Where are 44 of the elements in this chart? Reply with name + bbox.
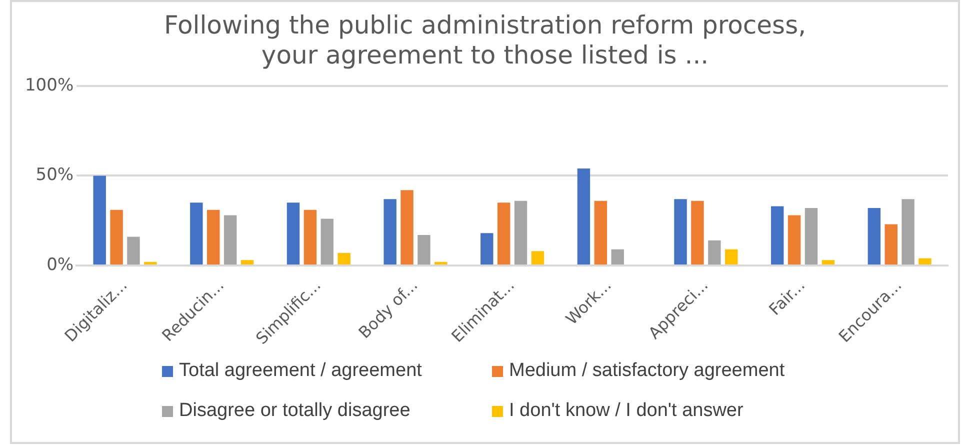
bar — [918, 258, 932, 264]
bar — [577, 168, 590, 264]
bar — [725, 249, 738, 264]
bar — [110, 210, 123, 264]
y-tick-label: 50% — [36, 165, 74, 186]
bar — [902, 199, 914, 264]
bar — [240, 260, 254, 264]
bar — [286, 202, 300, 264]
legend-label: Medium / satisfactory agreement — [509, 360, 785, 382]
text: Following the public administration reform process, — [164, 10, 806, 40]
bar — [190, 202, 203, 264]
bar — [691, 200, 704, 264]
bar — [884, 224, 898, 264]
bar — [434, 262, 448, 264]
bar — [497, 202, 510, 264]
bar — [93, 176, 106, 264]
bar — [611, 249, 624, 264]
bar — [770, 206, 784, 264]
y-tick-label: 0% — [46, 254, 74, 275]
bar — [594, 200, 608, 264]
legend-label: Disagree or totally disagree — [179, 400, 410, 422]
bar — [418, 234, 430, 264]
bar — [400, 190, 414, 264]
bar — [708, 240, 721, 264]
bar — [207, 210, 220, 264]
bar — [531, 251, 544, 264]
bar — [822, 260, 835, 264]
y-tick-label: 100% — [24, 75, 74, 96]
text: your agreement to those listed is ... — [261, 40, 709, 70]
legend-label: I don't know / I don't answer — [509, 400, 744, 422]
bar — [480, 233, 494, 264]
bar — [868, 208, 881, 264]
bar — [144, 262, 157, 264]
bar — [304, 210, 317, 264]
bar — [804, 208, 818, 264]
bar — [788, 215, 801, 264]
bar — [674, 199, 687, 264]
bar — [338, 252, 350, 264]
bar — [224, 215, 237, 264]
bar — [127, 236, 140, 264]
legend-label: Total agreement / agreement — [179, 360, 422, 382]
bar — [384, 199, 396, 264]
bar — [320, 218, 334, 264]
bar — [514, 200, 528, 264]
